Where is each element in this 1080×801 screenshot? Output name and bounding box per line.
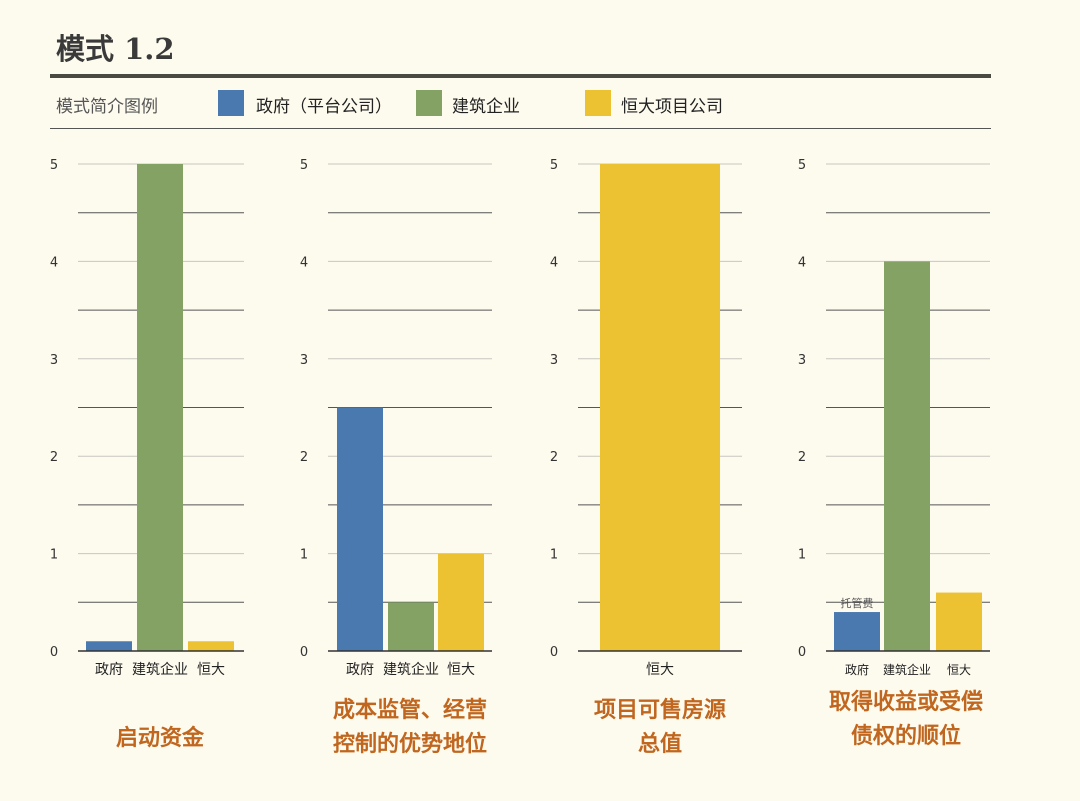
y-tick-label: 4: [300, 255, 308, 270]
y-tick-label: 0: [550, 645, 558, 660]
caption-line: 成本监管、经营: [332, 698, 487, 723]
y-tick-label: 4: [798, 255, 806, 270]
bar: [188, 641, 234, 651]
y-tick-label: 2: [798, 450, 806, 465]
caption-line: 债权的顺位: [850, 724, 961, 749]
legend-item-government: 政府（平台公司）: [256, 97, 392, 117]
x-category-label: 政府: [845, 662, 869, 677]
x-category-label: 政府: [346, 662, 374, 678]
caption-chart-3: 项目可售房源 总值: [550, 694, 770, 762]
y-tick-label: 1: [550, 548, 558, 563]
x-category-label: 恒大: [646, 662, 674, 678]
caption-line: 取得收益或受偿: [828, 690, 983, 715]
x-category-label: 政府: [95, 662, 123, 678]
y-tick-label: 0: [300, 645, 308, 660]
bar-annotation: 托管费: [841, 596, 874, 610]
bar: [86, 641, 132, 651]
caption-line: 总值: [637, 732, 682, 757]
y-tick-label: 3: [550, 353, 558, 368]
x-category-label: 恒大: [197, 662, 225, 678]
bar: [438, 553, 484, 651]
bar: [884, 261, 930, 651]
y-tick-label: 5: [300, 158, 308, 173]
y-tick-label: 2: [50, 450, 58, 465]
x-category-label: 建筑企业: [383, 661, 439, 678]
caption-chart-4: 取得收益或受偿 债权的顺位: [796, 686, 1016, 754]
legend-label: 模式简介图例: [56, 97, 158, 117]
bar: [834, 612, 880, 651]
legend-swatch-construction: [416, 90, 442, 116]
bar: [137, 164, 183, 651]
title-rule: [50, 74, 991, 78]
legend-divider: [50, 128, 991, 129]
y-tick-label: 0: [50, 645, 58, 660]
x-category-label: 恒大: [447, 662, 475, 678]
bar: [936, 592, 982, 651]
legend-swatch-evergrande: [585, 90, 611, 116]
x-category-label: 建筑企业: [132, 661, 188, 678]
x-category-label: 建筑企业: [883, 662, 931, 677]
y-tick-label: 1: [300, 548, 308, 563]
bar: [337, 407, 383, 651]
page-title: 模式 1.2: [56, 32, 175, 66]
y-tick-label: 5: [50, 158, 58, 173]
legend-swatch-government: [218, 90, 244, 116]
caption-chart-1: 启动资金: [60, 722, 260, 756]
caption-chart-2: 成本监管、经营 控制的优势地位: [300, 694, 520, 762]
y-tick-label: 4: [50, 255, 58, 270]
legend: 模式简介图例 政府（平台公司） 建筑企业 恒大项目公司: [50, 86, 991, 126]
caption-line: 启动资金: [115, 726, 204, 751]
y-tick-label: 1: [798, 548, 806, 563]
y-tick-label: 1: [50, 548, 58, 563]
bar: [388, 602, 434, 651]
caption-line: 项目可售房源: [593, 698, 726, 723]
bar: [600, 164, 720, 651]
y-tick-label: 3: [50, 353, 58, 368]
y-tick-label: 3: [798, 353, 806, 368]
caption-line: 控制的优势地位: [332, 732, 487, 757]
y-tick-label: 4: [550, 255, 558, 270]
y-tick-label: 2: [550, 450, 558, 465]
y-tick-label: 3: [300, 353, 308, 368]
legend-item-evergrande: 恒大项目公司: [621, 97, 723, 117]
y-tick-label: 0: [798, 645, 806, 660]
x-category-label: 恒大: [947, 663, 971, 677]
y-tick-label: 5: [550, 158, 558, 173]
y-tick-label: 5: [798, 158, 806, 173]
y-tick-label: 2: [300, 450, 308, 465]
legend-item-construction: 建筑企业: [452, 97, 520, 117]
